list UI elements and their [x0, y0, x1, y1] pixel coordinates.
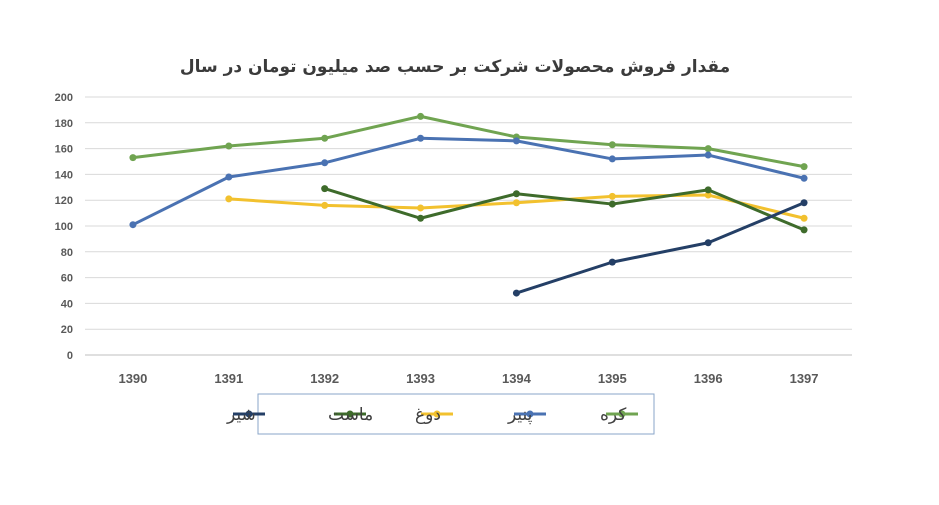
y-tick-label: 120 [55, 195, 73, 207]
legend-label: کره [600, 405, 627, 425]
legend-box [257, 393, 655, 435]
data-point [608, 200, 616, 208]
data-point [608, 141, 616, 149]
data-point [608, 155, 616, 163]
x-tick-label: 1391 [214, 371, 243, 386]
x-tick-label: 1393 [406, 371, 435, 386]
x-tick-label: 1390 [118, 371, 147, 386]
series-group [321, 185, 808, 234]
legend-marker [245, 410, 253, 418]
data-point [225, 195, 233, 203]
legend-item: کره [600, 405, 638, 425]
x-tick-label: 1392 [310, 371, 339, 386]
data-point [800, 174, 808, 182]
legend-marker [346, 410, 354, 418]
series-group [225, 191, 808, 222]
legend-marker [433, 410, 441, 418]
legend-label: دوغ [415, 405, 441, 425]
series-line [227, 193, 806, 220]
data-point [704, 151, 712, 159]
legend-label: ماست [328, 405, 373, 425]
legend-marker [526, 410, 534, 418]
data-point [225, 173, 233, 181]
data-point [417, 214, 425, 222]
data-point [512, 199, 520, 207]
data-point [225, 142, 233, 150]
data-point [704, 191, 712, 199]
legend-item: ماست [328, 405, 373, 425]
x-tick-label: 1397 [790, 371, 819, 386]
data-point [129, 154, 137, 162]
series-line [131, 114, 806, 169]
series-group [129, 112, 808, 171]
legend-item: پنیر [507, 405, 546, 425]
data-point [512, 289, 520, 297]
series-layer [129, 112, 808, 297]
data-point [417, 204, 425, 212]
data-point [321, 134, 329, 142]
data-point [704, 186, 712, 194]
data-point [704, 145, 712, 153]
chart-title: مقدار فروش محصولات شرکت بر حسب صد میلیون… [180, 57, 730, 77]
series-line [131, 136, 806, 227]
legend-item: شیر [226, 405, 265, 425]
y-tick-label: 160 [55, 144, 73, 156]
series-line [323, 187, 806, 232]
data-point [321, 185, 329, 193]
legend: کره پنیر دوغ ماست شیر [226, 393, 655, 435]
gridlines [85, 96, 852, 356]
data-point [608, 192, 616, 200]
data-point [800, 214, 808, 222]
x-tick-label: 1395 [598, 371, 627, 386]
data-point [512, 190, 520, 198]
legend-label: شیر [226, 405, 256, 425]
data-point [321, 159, 329, 167]
y-tick-label: 40 [61, 298, 73, 310]
data-point [800, 163, 808, 171]
y-tick-label: 0 [67, 350, 73, 362]
data-point [417, 112, 425, 120]
legend-item: دوغ [415, 405, 453, 425]
y-tick-label: 60 [61, 273, 73, 285]
y-tick-label: 180 [55, 118, 73, 130]
data-point [704, 239, 712, 247]
data-point [800, 199, 808, 207]
data-point [417, 134, 425, 142]
y-tick-label: 80 [61, 247, 73, 259]
y-tick-label: 140 [55, 169, 73, 181]
data-point [129, 221, 137, 229]
data-point [512, 137, 520, 145]
x-tick-label: 1396 [694, 371, 723, 386]
x-tick-label: 1394 [502, 371, 532, 386]
x-axis-ticks: 1390 1391 1392 1393 1394 1395 1396 1397 [118, 371, 818, 386]
y-tick-label: 20 [61, 324, 73, 336]
y-tick-label: 200 [55, 92, 73, 104]
series-group [129, 134, 808, 229]
y-axis-ticks: 0 20 40 60 80 100 120 140 160 180 200 [55, 92, 73, 362]
data-point [321, 201, 329, 209]
data-point [800, 226, 808, 234]
series-group [512, 199, 808, 297]
y-tick-label: 100 [55, 221, 73, 233]
data-point [608, 258, 616, 266]
legend-marker [618, 410, 626, 418]
legend-label: پنیر [507, 405, 533, 425]
series-line [514, 201, 806, 295]
